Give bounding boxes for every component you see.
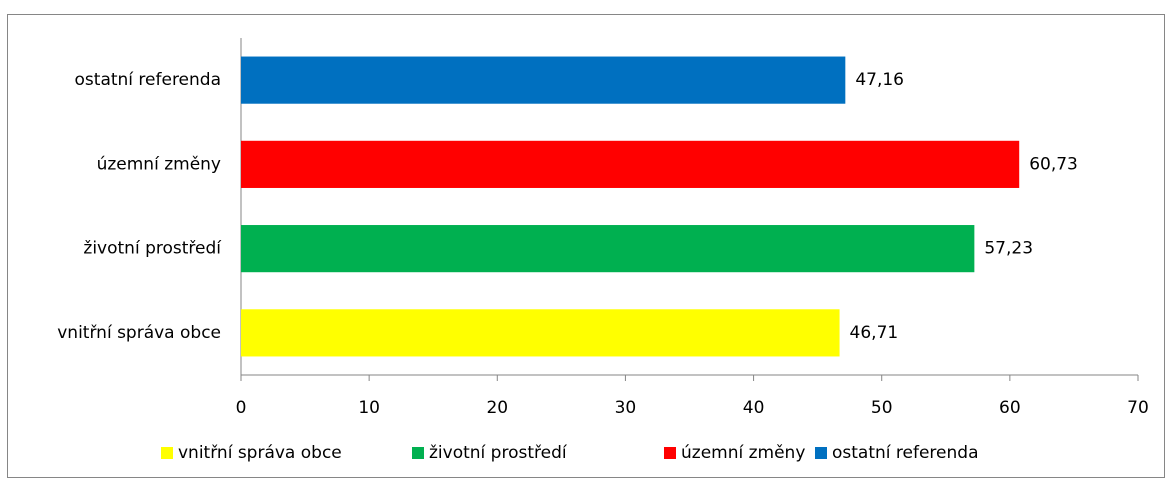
- x-tick-label: 60: [999, 398, 1021, 418]
- legend-swatch: [161, 447, 173, 459]
- legend-label: ostatní referenda: [832, 443, 978, 463]
- y-tick-label: vnitřní správa obce: [57, 323, 221, 343]
- value-label: 47,16: [855, 70, 904, 90]
- value-label: 46,71: [850, 323, 899, 343]
- x-tick-label: 20: [486, 398, 508, 418]
- legend-label: vnitřní správa obce: [178, 443, 342, 463]
- y-tick-label: životní prostředí: [83, 239, 222, 259]
- legend-swatch: [664, 447, 676, 459]
- x-tick-label: 0: [236, 398, 247, 418]
- y-tick-label: územní změny: [97, 154, 221, 174]
- legend-swatch: [412, 447, 424, 459]
- value-label: 60,73: [1029, 154, 1078, 174]
- value-label: 57,23: [984, 239, 1033, 259]
- legend-label: územní změny: [681, 443, 805, 463]
- x-tick-label: 30: [615, 398, 637, 418]
- bar: [241, 140, 1020, 188]
- bar: [241, 225, 975, 273]
- x-tick-label: 10: [358, 398, 380, 418]
- x-tick-label: 50: [871, 398, 893, 418]
- legend-swatch: [815, 447, 827, 459]
- x-tick-label: 40: [743, 398, 765, 418]
- bar: [241, 56, 846, 104]
- y-tick-label: ostatní referenda: [75, 70, 221, 90]
- bar: [241, 309, 840, 357]
- x-tick-label: 70: [1127, 398, 1149, 418]
- legend-label: životní prostředí: [429, 443, 568, 463]
